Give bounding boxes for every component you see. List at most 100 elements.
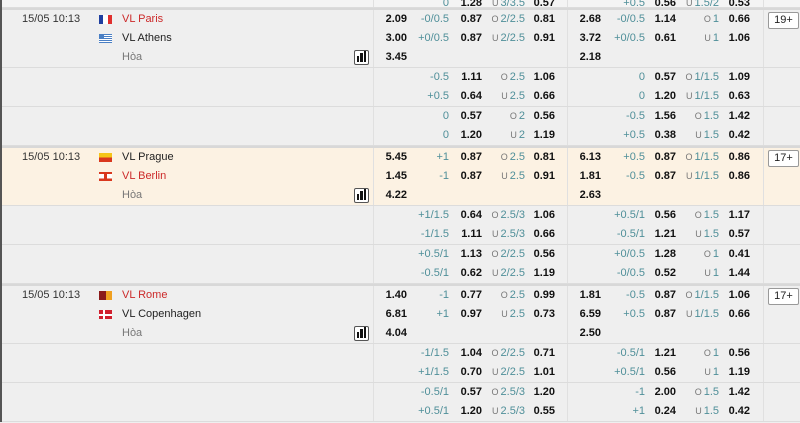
half-odds-1x2[interactable]: 6.13 xyxy=(579,151,601,163)
over-under-odds[interactable]: 0.55 xyxy=(533,405,555,417)
home-team-name[interactable]: VL Prague xyxy=(122,151,174,163)
half-over-under-odds[interactable]: 0.66 xyxy=(728,308,750,320)
odds-1x2[interactable]: 5.45 xyxy=(385,151,407,163)
half-over-under-odds[interactable]: 0.63 xyxy=(728,90,750,102)
over-under-odds[interactable]: 1.19 xyxy=(533,267,555,279)
over-under-odds[interactable]: 0.99 xyxy=(533,289,555,301)
over-under-odds[interactable]: 0.71 xyxy=(533,347,555,359)
half-handicap-odds[interactable]: 0.56 xyxy=(654,366,676,378)
handicap-odds[interactable]: 0.87 xyxy=(460,151,482,163)
away-team-name[interactable]: VL Berlin xyxy=(122,170,167,182)
handicap-odds[interactable]: 1.28 xyxy=(460,0,482,9)
half-over-under-odds[interactable]: 0.56 xyxy=(728,347,750,359)
half-odds-1x2[interactable]: 2.68 xyxy=(579,13,601,25)
handicap-odds[interactable]: 1.13 xyxy=(460,248,482,260)
half-over-under-odds[interactable]: 0.41 xyxy=(728,248,750,260)
handicap-odds[interactable]: 0.57 xyxy=(460,386,482,398)
handicap-odds[interactable]: 0.64 xyxy=(460,209,482,221)
half-over-under-odds[interactable]: 0.66 xyxy=(728,13,750,25)
handicap-odds[interactable]: 0.62 xyxy=(460,267,482,279)
over-under-odds[interactable]: 0.73 xyxy=(533,308,555,320)
over-under-odds[interactable]: 1.20 xyxy=(533,386,555,398)
half-odds-1x2[interactable]: 1.81 xyxy=(579,289,601,301)
half-handicap-odds[interactable]: 0.87 xyxy=(654,289,676,301)
half-odds-1x2[interactable]: 6.59 xyxy=(579,308,601,320)
over-under-odds[interactable]: 0.66 xyxy=(533,90,555,102)
half-handicap-odds[interactable]: 0.61 xyxy=(654,32,676,44)
half-handicap-odds[interactable]: 2.00 xyxy=(654,386,676,398)
half-handicap-odds[interactable]: 1.21 xyxy=(654,347,676,359)
odds-1x2[interactable]: 4.22 xyxy=(385,189,407,201)
half-handicap-odds[interactable]: 0.87 xyxy=(654,151,676,163)
handicap-odds[interactable]: 1.11 xyxy=(461,71,482,83)
over-under-odds[interactable]: 0.66 xyxy=(533,228,555,240)
half-handicap-odds[interactable]: 1.20 xyxy=(654,90,676,102)
more-odds-button[interactable]: 17+ xyxy=(768,288,799,305)
half-odds-1x2[interactable]: 3.72 xyxy=(579,32,601,44)
bar-chart-icon[interactable] xyxy=(354,50,369,65)
more-odds-button[interactable]: 17+ xyxy=(768,150,799,167)
bar-chart-icon[interactable] xyxy=(354,188,369,203)
half-over-under-odds[interactable]: 0.42 xyxy=(728,405,750,417)
half-over-under-odds[interactable]: 1.06 xyxy=(728,32,750,44)
odds-1x2[interactable]: 1.45 xyxy=(385,170,407,182)
odds-1x2[interactable]: 1.40 xyxy=(385,289,407,301)
home-team-name[interactable]: VL Rome xyxy=(122,289,168,301)
handicap-odds[interactable]: 0.70 xyxy=(460,366,482,378)
half-odds-1x2[interactable]: 2.63 xyxy=(579,189,601,201)
half-odds-1x2[interactable]: 1.81 xyxy=(579,170,601,182)
handicap-odds[interactable]: 0.87 xyxy=(460,13,482,25)
away-team-name[interactable]: VL Copenhagen xyxy=(122,308,202,320)
half-over-under-odds[interactable]: 1.42 xyxy=(728,386,750,398)
half-over-under-odds[interactable]: 0.53 xyxy=(728,0,750,9)
half-over-under-odds[interactable]: 1.19 xyxy=(728,366,750,378)
half-handicap-odds[interactable]: 0.38 xyxy=(654,129,676,141)
half-handicap-odds[interactable]: 0.52 xyxy=(654,267,676,279)
over-under-odds[interactable]: 0.56 xyxy=(533,248,555,260)
half-over-under-odds[interactable]: 1.06 xyxy=(728,289,750,301)
half-over-under-odds[interactable]: 0.86 xyxy=(728,170,750,182)
more-odds-button[interactable]: 19+ xyxy=(768,12,799,29)
handicap-odds[interactable]: 0.87 xyxy=(460,32,482,44)
bar-chart-icon[interactable] xyxy=(354,326,369,341)
half-handicap-odds[interactable]: 0.56 xyxy=(654,209,676,221)
half-handicap-odds[interactable]: 0.24 xyxy=(654,405,676,417)
half-handicap-odds[interactable]: 1.14 xyxy=(654,13,676,25)
half-odds-1x2[interactable]: 2.18 xyxy=(579,51,601,63)
over-under-odds[interactable]: 0.57 xyxy=(533,0,555,9)
half-handicap-odds[interactable]: 1.21 xyxy=(654,228,676,240)
over-under-odds[interactable]: 1.06 xyxy=(533,209,555,221)
handicap-odds[interactable]: 0.77 xyxy=(460,289,482,301)
over-under-odds[interactable]: 0.91 xyxy=(533,32,555,44)
half-over-under-odds[interactable]: 0.86 xyxy=(728,151,750,163)
handicap-odds[interactable]: 1.04 xyxy=(460,347,482,359)
over-under-odds[interactable]: 1.01 xyxy=(533,366,555,378)
home-team-name[interactable]: VL Paris xyxy=(122,13,164,25)
over-under-odds[interactable]: 0.81 xyxy=(533,151,555,163)
over-under-odds[interactable]: 0.56 xyxy=(533,110,555,122)
half-handicap-odds[interactable]: 0.57 xyxy=(654,71,676,83)
over-under-odds[interactable]: 1.19 xyxy=(533,129,555,141)
over-under-odds[interactable]: 1.06 xyxy=(533,71,555,83)
half-handicap-odds[interactable]: 0.87 xyxy=(654,308,676,320)
half-handicap-odds[interactable]: 0.87 xyxy=(654,170,676,182)
half-handicap-odds[interactable]: 0.56 xyxy=(654,0,676,9)
handicap-odds[interactable]: 1.11 xyxy=(461,228,482,240)
half-over-under-odds[interactable]: 0.57 xyxy=(728,228,750,240)
half-odds-1x2[interactable]: 2.50 xyxy=(579,327,601,339)
handicap-odds[interactable]: 0.57 xyxy=(460,110,482,122)
handicap-odds[interactable]: 1.20 xyxy=(460,129,482,141)
half-over-under-odds[interactable]: 1.09 xyxy=(728,71,750,83)
over-under-odds[interactable]: 0.91 xyxy=(533,170,555,182)
half-over-under-odds[interactable]: 1.42 xyxy=(728,110,750,122)
handicap-odds[interactable]: 0.97 xyxy=(460,308,482,320)
over-under-odds[interactable]: 0.81 xyxy=(533,13,555,25)
half-over-under-odds[interactable]: 1.44 xyxy=(728,267,750,279)
half-over-under-odds[interactable]: 1.17 xyxy=(728,209,750,221)
odds-1x2[interactable]: 3.45 xyxy=(385,51,407,63)
odds-1x2[interactable]: 4.04 xyxy=(385,327,407,339)
half-over-under-odds[interactable]: 0.42 xyxy=(728,129,750,141)
handicap-odds[interactable]: 1.20 xyxy=(460,405,482,417)
handicap-odds[interactable]: 0.64 xyxy=(460,90,482,102)
half-handicap-odds[interactable]: 1.28 xyxy=(654,248,676,260)
